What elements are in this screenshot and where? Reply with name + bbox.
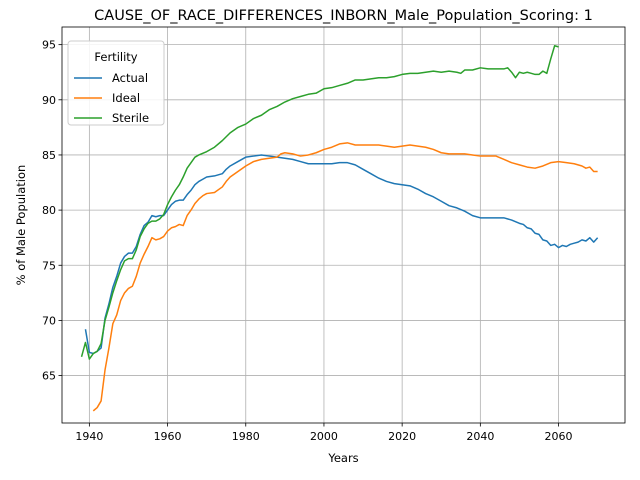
x-tick-label: 2000 — [310, 430, 338, 443]
chart-title: CAUSE_OF_RACE_DIFFERENCES_INBORN_Male_Po… — [94, 8, 593, 24]
series-line-ideal — [92, 142, 598, 412]
x-tick-label: 1960 — [154, 430, 182, 443]
legend-items: Actual Ideal Sterile — [74, 71, 149, 125]
legend-label-actual: Actual — [112, 71, 148, 85]
legend-title: Fertility — [94, 50, 137, 64]
legend-box — [67, 40, 165, 126]
series-line-actual — [84, 154, 599, 355]
x-tick-label: 2020 — [388, 430, 416, 443]
series-line-sterile — [80, 45, 559, 360]
y-axis: 65 70 75 80 85 90 95 — [42, 39, 62, 383]
y-tick-label: 95 — [42, 39, 56, 52]
x-tick-label: 2040 — [466, 430, 494, 443]
plot-frame — [61, 26, 626, 424]
x-tick-label: 1940 — [75, 430, 103, 443]
series-layer — [80, 45, 599, 412]
legend-label-sterile: Sterile — [112, 111, 149, 125]
legend: Fertility Actual Ideal Sterile — [67, 40, 165, 126]
y-tick-label: 70 — [42, 314, 56, 327]
y-axis-label: % of Male Population — [14, 165, 28, 286]
x-axis: 1940 1960 1980 2000 2020 2040 2060 — [75, 423, 573, 443]
x-tick-label: 2060 — [545, 430, 573, 443]
y-tick-label: 65 — [42, 370, 56, 383]
x-axis-label: Years — [327, 451, 358, 465]
y-tick-label: 90 — [42, 94, 56, 107]
y-tick-label: 80 — [42, 204, 56, 217]
legend-label-ideal: Ideal — [112, 91, 140, 105]
x-tick-label: 1980 — [232, 430, 260, 443]
y-tick-label: 75 — [42, 259, 56, 272]
y-tick-label: 85 — [42, 149, 56, 162]
